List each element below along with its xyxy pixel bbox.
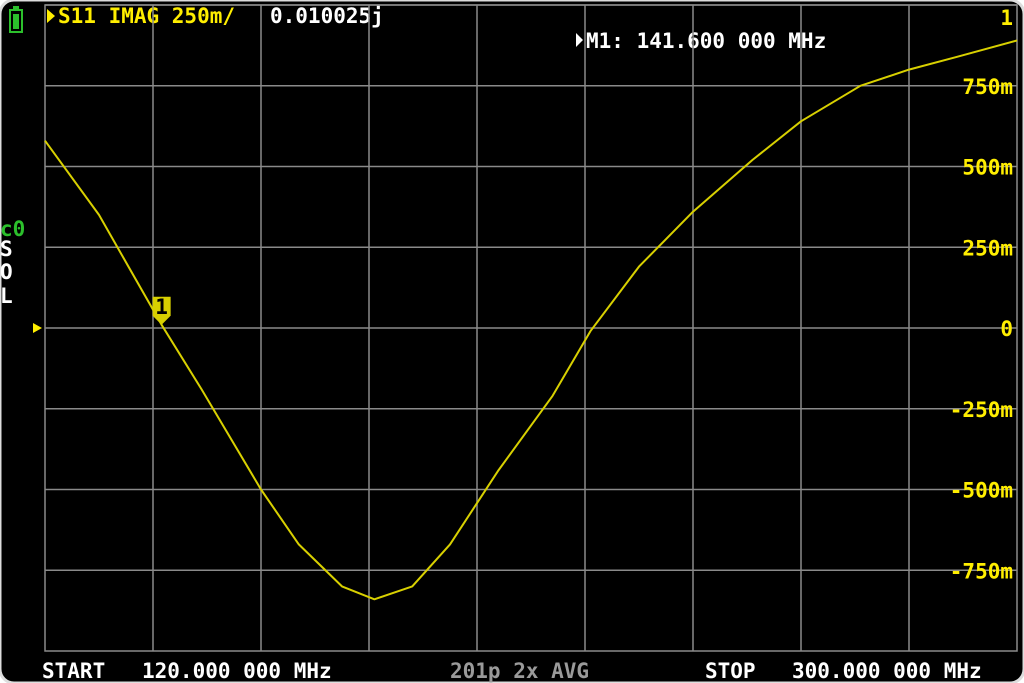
y-tick-label: -500m bbox=[950, 479, 1013, 503]
stop-label: STOP bbox=[705, 659, 756, 683]
cal-status: c0 bbox=[0, 217, 25, 241]
stop-frequency: 300.000 000 MHz bbox=[792, 659, 982, 683]
battery-icon bbox=[9, 6, 23, 33]
trace-pointer bbox=[47, 9, 55, 23]
cal-status: S bbox=[0, 237, 13, 261]
trace-header: S11 IMAG 250m/ bbox=[58, 4, 235, 28]
y-tick-label: 250m bbox=[962, 236, 1013, 260]
trace-readout: 0.010025j bbox=[270, 4, 384, 28]
sweep-info: 201p 2x AVG bbox=[450, 659, 589, 683]
marker-label: 1 bbox=[155, 295, 168, 319]
y-tick-label: -250m bbox=[950, 398, 1013, 422]
start-frequency: 120.000 000 MHz bbox=[142, 659, 332, 683]
y-tick-label: -750m bbox=[950, 559, 1013, 583]
y-tick-label: 750m bbox=[962, 75, 1013, 99]
y-tick-label: 500m bbox=[962, 156, 1013, 180]
y-tick-label: 1 bbox=[1000, 6, 1013, 30]
start-label: START bbox=[42, 659, 105, 683]
marker-flag bbox=[152, 296, 171, 325]
marker-readout: M1: 141.600 000 MHz bbox=[586, 29, 826, 53]
y-tick-label: 0 bbox=[1000, 317, 1013, 341]
cal-status: L bbox=[0, 284, 13, 308]
cal-status: O bbox=[0, 260, 13, 284]
reference-pointer bbox=[33, 323, 42, 333]
marker-pointer bbox=[576, 33, 583, 47]
trace-line bbox=[44, 39, 1018, 601]
